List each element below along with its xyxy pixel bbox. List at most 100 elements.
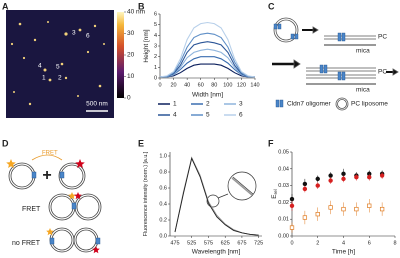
panel-label: C: [268, 1, 275, 11]
y-tick-label: 0.05: [278, 149, 289, 155]
scheme-label: FRET: [42, 151, 58, 157]
y-tick-label: 0.01: [278, 217, 289, 223]
y-tick-label: 0.0: [159, 233, 167, 239]
colorbar: [117, 12, 124, 98]
x-tick-label: 0: [290, 240, 293, 246]
spot-label: 4: [38, 63, 42, 70]
y-tick-label: 0.6: [159, 185, 167, 191]
y-tick-label: 0.8: [159, 169, 167, 175]
y-tick-label: 1.0: [159, 153, 167, 159]
point: [289, 225, 295, 230]
y-tick-label: 6: [154, 11, 157, 17]
spot-label: 6: [86, 33, 90, 40]
x-axis-label: Time [h]: [332, 249, 355, 256]
point: [302, 186, 308, 192]
point: [354, 175, 359, 180]
x-tick-label: 20: [171, 82, 177, 88]
x-tick-label: 8: [393, 240, 396, 246]
point: [328, 173, 333, 178]
fluorophore: [74, 192, 82, 200]
fluorophore: [75, 159, 85, 168]
scheme-label: no FRET: [12, 240, 41, 247]
y-tick-label: 1: [154, 65, 157, 71]
y-tick-label: 0.03: [278, 183, 289, 189]
series-line: [174, 157, 259, 236]
y-axis-label: Fluorescence intensity (norm.) [a.u.]: [143, 151, 149, 236]
y-tick-label: 0.4: [159, 201, 167, 207]
y-axis-label: Height [nm]: [143, 29, 150, 62]
y-tick-label: 0: [154, 75, 157, 81]
colorbar-label: 0: [127, 95, 131, 102]
point: [341, 206, 346, 212]
panel-label: B: [138, 1, 145, 11]
x-tick-label: 475: [170, 240, 179, 246]
y-axis-label-sub: rel: [273, 189, 278, 194]
zoom-inset: [206, 171, 257, 208]
x-axis-label: Width [nm]: [192, 92, 223, 99]
x-tick-label: 100: [223, 82, 232, 88]
y-tick-label: 5: [154, 22, 157, 28]
claudin-icon: [59, 171, 65, 179]
claudin-icon: [95, 237, 101, 245]
x-tick-label: 525: [187, 240, 196, 246]
point: [341, 176, 346, 182]
legend-label: PC liposome: [351, 101, 388, 108]
colorbar-label: 10: [127, 73, 135, 80]
point: [302, 215, 308, 220]
colorbar-label: 40 nm: [127, 9, 145, 16]
y-tick-label: 0.02: [278, 200, 289, 206]
point: [379, 206, 385, 212]
legend-label: 1: [173, 101, 177, 108]
point: [289, 203, 295, 208]
colorbar-label: 20: [127, 52, 135, 59]
series-line: [159, 21, 256, 78]
series-line: [160, 41, 255, 78]
series-line: [160, 63, 255, 78]
stars: [6, 159, 100, 254]
x-tick-label: 625: [221, 240, 230, 246]
legend-label: Cldn7 oligomer: [287, 101, 332, 108]
spot-label: 1: [42, 75, 46, 82]
series-line: [160, 48, 255, 78]
scale-bar-label: 500 nm: [86, 101, 108, 108]
point: [315, 176, 320, 182]
scheme-d: [8, 154, 102, 253]
spot-label: 3: [72, 30, 76, 37]
legend-label: 6: [239, 112, 243, 119]
fluorophore: [92, 246, 100, 254]
x-tick-label: 120: [237, 82, 246, 88]
legend-label: 3: [239, 101, 243, 108]
panel-label: D: [2, 138, 9, 148]
y-tick-label: 0.00: [278, 233, 289, 239]
colorbar-label: 30: [127, 30, 135, 37]
panel-label: E: [138, 138, 144, 148]
point: [367, 175, 372, 180]
x-tick-label: 2: [316, 240, 319, 246]
legend-label: 5: [206, 112, 210, 119]
x-tick-label: 575: [204, 240, 213, 246]
claudin-icons: [273, 23, 346, 108]
x-tick-label: 4: [342, 240, 345, 246]
point: [367, 203, 372, 208]
point: [302, 181, 308, 187]
fluorophore: [6, 159, 16, 168]
point: [354, 206, 359, 212]
spot-label: 5: [56, 64, 60, 71]
legend-label: 2: [206, 101, 210, 108]
claudin-icon: [31, 171, 37, 179]
x-tick-label: 0: [158, 82, 161, 88]
point: [341, 171, 346, 177]
scheme-label: FRET: [22, 206, 41, 213]
x-tick-label: 6: [368, 240, 371, 246]
point: [379, 173, 385, 178]
point: [315, 212, 320, 217]
afm-spots: [10, 21, 105, 106]
y-tick-label: 2: [154, 54, 157, 60]
point: [328, 205, 333, 210]
scheme-label: mica: [356, 48, 370, 55]
series-line: [160, 32, 255, 78]
x-tick-label: 725: [254, 240, 263, 246]
scheme-label: PC: [378, 34, 387, 41]
afm-image: [6, 10, 114, 118]
